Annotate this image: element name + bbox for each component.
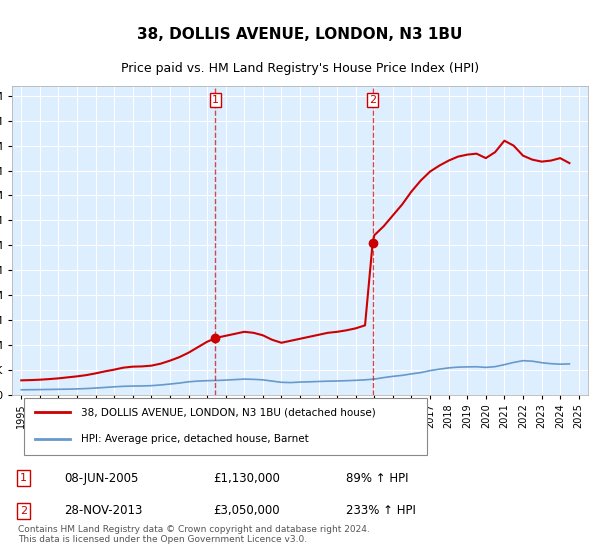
Text: 2: 2 (369, 95, 376, 105)
Text: 2: 2 (20, 506, 27, 516)
Text: 1: 1 (20, 473, 27, 483)
Text: Contains HM Land Registry data © Crown copyright and database right 2024.
This d: Contains HM Land Registry data © Crown c… (18, 525, 370, 544)
Text: £1,130,000: £1,130,000 (214, 472, 280, 485)
Text: 38, DOLLIS AVENUE, LONDON, N3 1BU (detached house): 38, DOLLIS AVENUE, LONDON, N3 1BU (detac… (81, 407, 376, 417)
Text: 28-NOV-2013: 28-NOV-2013 (64, 505, 142, 517)
Text: 89% ↑ HPI: 89% ↑ HPI (346, 472, 409, 485)
Text: HPI: Average price, detached house, Barnet: HPI: Average price, detached house, Barn… (81, 434, 309, 444)
Text: 1: 1 (212, 95, 219, 105)
FancyBboxPatch shape (23, 398, 427, 455)
Text: Price paid vs. HM Land Registry's House Price Index (HPI): Price paid vs. HM Land Registry's House … (121, 62, 479, 75)
Text: 08-JUN-2005: 08-JUN-2005 (64, 472, 138, 485)
Text: 233% ↑ HPI: 233% ↑ HPI (346, 505, 416, 517)
Text: £3,050,000: £3,050,000 (214, 505, 280, 517)
Text: 38, DOLLIS AVENUE, LONDON, N3 1BU: 38, DOLLIS AVENUE, LONDON, N3 1BU (137, 26, 463, 41)
